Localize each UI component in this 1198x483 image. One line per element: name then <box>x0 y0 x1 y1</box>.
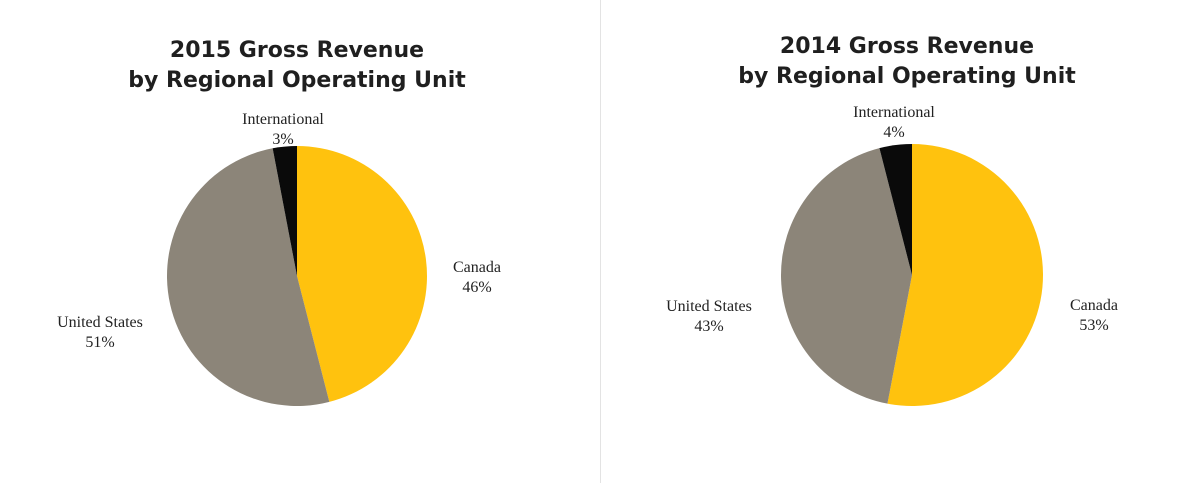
slice-value-label: 53% <box>1079 317 1108 334</box>
slice-label: International <box>242 111 324 128</box>
pie-slice-united-states <box>781 148 912 404</box>
pie-slice-canada <box>887 144 1043 406</box>
pie-slice-international <box>879 144 912 275</box>
chart-panel-2014: 2014 Gross Revenue by Regional Operating… <box>616 0 1198 483</box>
chart-title-line-2: by Regional Operating Unit <box>128 68 466 93</box>
pie-slice-canada <box>297 146 427 402</box>
slice-label: United States <box>57 314 143 331</box>
slice-value-label: 51% <box>85 334 114 351</box>
slice-value-label: 3% <box>272 131 293 148</box>
pie-chart: Canada 46% United States 51% International 3% <box>57 111 501 406</box>
chart-panel-2015: 2015 Gross Revenue by Regional Operating… <box>0 0 594 483</box>
slice-label: International <box>853 104 935 121</box>
chart-title-line-1: 2015 Gross Revenue <box>169 38 425 63</box>
slice-value-label: 43% <box>694 318 723 335</box>
pie-chart: Canada 53% United States 43% International 4% <box>666 104 1118 406</box>
chart-title: 2015 Gross Revenue by Regional Operating… <box>0 36 594 96</box>
pie-slice-united-states <box>166 148 330 406</box>
slice-label: United States <box>666 298 752 315</box>
pie-slice-international <box>272 146 297 276</box>
panel-divider <box>600 0 601 483</box>
chart-title-line-2: by Regional Operating Unit <box>738 64 1076 89</box>
chart-title-line-1: 2014 Gross Revenue <box>779 34 1035 59</box>
slice-label: Canada <box>1070 297 1118 314</box>
slice-value-label: 46% <box>462 279 491 296</box>
slice-value-label: 4% <box>883 124 904 141</box>
chart-title: 2014 Gross Revenue by Regional Operating… <box>616 32 1198 92</box>
slice-label: Canada <box>453 259 501 276</box>
